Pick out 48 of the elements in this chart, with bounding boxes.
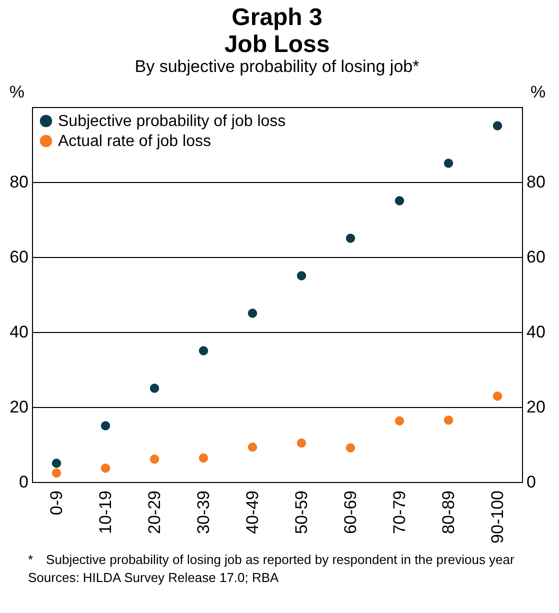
y-tick-label: 60 — [10, 248, 28, 266]
y2-tick-label: 40 — [526, 322, 546, 342]
point — [492, 121, 502, 130]
chart-subtitle: By subjective probability of losing job* — [134, 57, 420, 76]
legend-label: Subjective probability of job loss — [58, 113, 286, 130]
point — [492, 392, 502, 401]
point — [444, 158, 454, 168]
text: * Subjective probability of losing job as reported by respondent in the previous year — [28, 552, 516, 567]
x-tick-label: 10-19 — [96, 490, 115, 534]
point — [248, 308, 258, 318]
y2-tick-label: 0 — [526, 472, 536, 492]
point — [394, 196, 404, 206]
point — [346, 234, 356, 243]
point — [346, 443, 356, 452]
point — [198, 346, 208, 356]
point — [248, 442, 258, 452]
x-tick-label: 40-49 — [243, 490, 262, 534]
y-tick-label: 80 — [10, 172, 28, 192]
y-tick-label: 40 — [10, 322, 28, 342]
y-axis-title: % — [9, 82, 24, 102]
point — [100, 421, 110, 430]
x-tick-label: 50-59 — [292, 490, 311, 534]
point — [198, 453, 208, 463]
point — [100, 464, 110, 473]
x-tick-label: 60-69 — [341, 490, 360, 534]
y-tick-label: 0 — [19, 472, 28, 492]
point — [394, 416, 404, 426]
point — [52, 468, 62, 478]
chart-title: Graph 3 Job Loss — [224, 4, 330, 58]
x-tick-label: 0-9 — [47, 490, 66, 516]
point — [52, 458, 62, 468]
point — [296, 271, 306, 280]
y2-tick-label: 60 — [526, 248, 546, 266]
y2-tick-label: 20 — [526, 398, 546, 416]
point — [444, 416, 454, 425]
y2-axis-title: % — [530, 82, 546, 102]
x-tick-label: 90-100 — [488, 490, 507, 544]
y-tick-label: 20 — [10, 398, 28, 416]
x-tick-label: 20-29 — [145, 490, 164, 534]
y2-tick-label: 80 — [526, 172, 546, 192]
point — [150, 454, 160, 464]
x-tick-label: 70-79 — [390, 490, 409, 534]
point — [296, 438, 306, 448]
point — [150, 384, 160, 393]
source-note: Sources: HILDA Survey Release 17.0; RBA — [28, 570, 280, 585]
x-tick-label: 80-89 — [439, 490, 458, 534]
legend-label: Actual rate of job loss — [58, 133, 211, 150]
x-tick-label: 30-39 — [194, 490, 213, 534]
